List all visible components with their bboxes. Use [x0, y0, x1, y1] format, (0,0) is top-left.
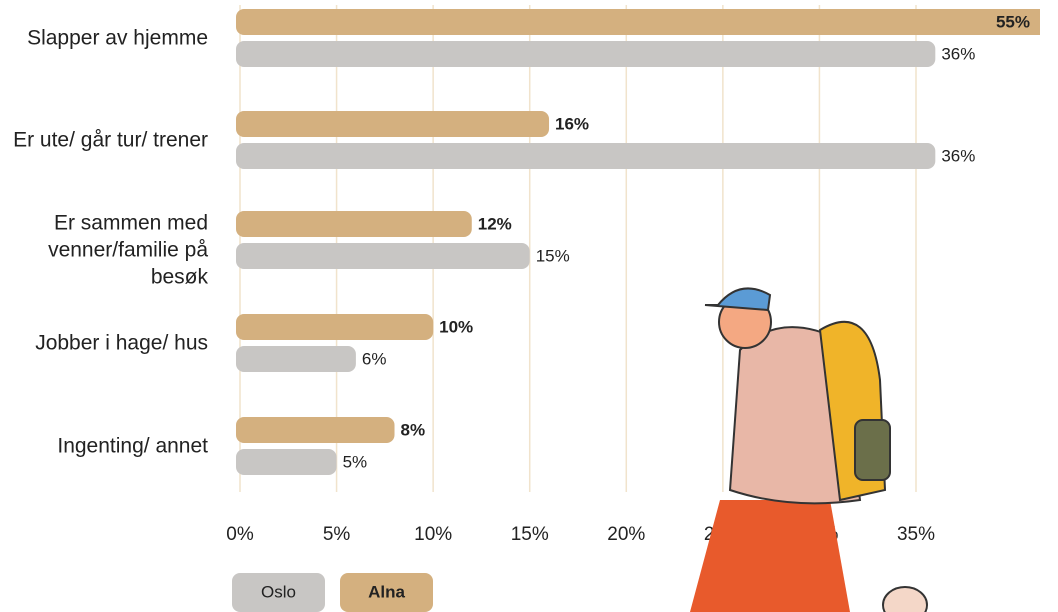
bar	[236, 449, 337, 475]
category-label: Er sammen med venner/familie på besøk	[0, 210, 208, 291]
category-label: Ingenting/ annet	[0, 433, 208, 460]
legend-item[interactable]: Oslo	[232, 573, 325, 612]
bar	[236, 143, 935, 169]
value-label: 55%	[996, 12, 1030, 31]
bar	[236, 211, 472, 237]
hiker-legs	[690, 500, 850, 612]
value-label: 15%	[536, 246, 570, 265]
bar	[236, 417, 395, 443]
value-label: 16%	[555, 114, 589, 133]
x-tick-label: 0%	[226, 524, 254, 545]
x-tick-label: 20%	[607, 524, 645, 545]
value-label: 8%	[401, 420, 426, 439]
bar	[236, 111, 549, 137]
value-label: 10%	[439, 317, 473, 336]
category-label: Slapper av hjemme	[0, 25, 208, 52]
legend-item[interactable]: Alna	[340, 573, 433, 612]
legend-label: Oslo	[261, 582, 296, 601]
value-label: 12%	[478, 214, 512, 233]
category-label: Er ute/ går tur/ trener	[0, 127, 208, 154]
bar	[236, 9, 1058, 35]
hiker-illustration	[690, 288, 927, 612]
value-label: 5%	[343, 452, 368, 471]
dog-head	[883, 587, 927, 612]
x-tick-label: 35%	[897, 524, 935, 545]
x-tick-label: 15%	[511, 524, 549, 545]
bar	[236, 314, 433, 340]
category-label: Jobber i hage/ hus	[0, 330, 208, 357]
bar	[236, 346, 356, 372]
value-label: 36%	[941, 146, 975, 165]
value-label: 6%	[362, 349, 387, 368]
x-tick-label: 10%	[414, 524, 452, 545]
hiker-cap	[705, 288, 770, 310]
value-label: 36%	[941, 44, 975, 63]
bar	[236, 41, 935, 67]
legend-label: Alna	[368, 582, 405, 601]
backpack-pocket	[855, 420, 890, 480]
page: {"chart_data": {"type": "bar", "orientat…	[0, 0, 1058, 612]
chart: 0%5%10%15%20%25%30%35%36%55%36%16%15%12%…	[0, 0, 1058, 612]
bar	[236, 243, 530, 269]
x-tick-label: 5%	[323, 524, 351, 545]
